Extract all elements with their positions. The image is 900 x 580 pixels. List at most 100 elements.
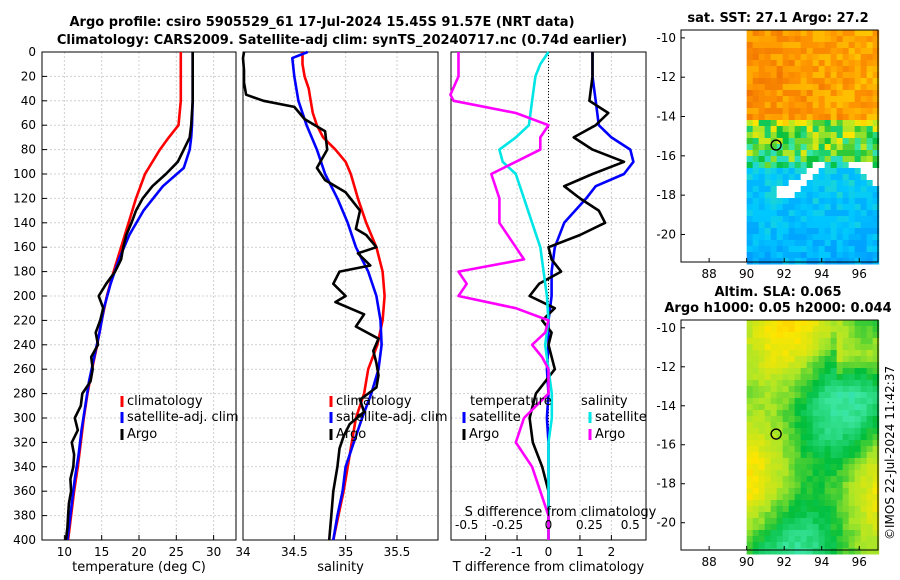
map-cell <box>860 132 868 139</box>
map-cell <box>788 440 796 447</box>
map-cell <box>860 464 868 471</box>
map-cell <box>842 512 850 519</box>
map-cell <box>836 138 844 145</box>
map-cell <box>770 362 778 369</box>
map-x-tick-label: 88 <box>702 555 717 569</box>
map-cell <box>830 150 838 157</box>
x-tick-label: 34 <box>235 545 250 559</box>
map-cell <box>764 500 772 507</box>
map-cell <box>758 356 766 363</box>
map-cell <box>794 108 802 115</box>
map-cell <box>776 344 784 351</box>
map-cell <box>872 542 880 549</box>
map-cell <box>764 180 772 187</box>
map-cell <box>836 512 844 519</box>
map-cell <box>800 458 808 465</box>
map-cell <box>854 48 862 55</box>
map-cell <box>848 102 856 109</box>
map-cell <box>782 240 790 247</box>
map-cell <box>830 332 838 339</box>
map-cell <box>746 60 754 67</box>
map-cell <box>764 234 772 241</box>
map-cell <box>830 42 838 49</box>
map-cell <box>788 108 796 115</box>
map-cell <box>758 162 766 169</box>
map-cell <box>824 258 832 265</box>
map-cell <box>836 350 844 357</box>
map-cell <box>842 132 850 139</box>
map-cell <box>770 180 778 187</box>
map-cell <box>872 356 880 363</box>
map-cell <box>806 524 814 531</box>
x-tick-label: -2 <box>480 545 492 559</box>
map-cell <box>794 440 802 447</box>
map-cell <box>782 228 790 235</box>
map-cell <box>812 482 820 489</box>
map-cell <box>836 440 844 447</box>
map-cell <box>866 440 874 447</box>
map-cell <box>866 180 874 187</box>
map-cell <box>830 350 838 357</box>
map-cell <box>770 398 778 405</box>
map-cell <box>836 168 844 175</box>
map-cell <box>782 416 790 423</box>
map-cell <box>770 368 778 375</box>
map-cell <box>806 488 814 495</box>
map-cell <box>830 30 838 37</box>
map-cell <box>812 434 820 441</box>
map-cell <box>752 78 760 85</box>
map-cell <box>794 452 802 459</box>
map-cell <box>758 362 766 369</box>
map-cell <box>842 150 850 157</box>
map-cell <box>752 338 760 345</box>
map-cell <box>788 428 796 435</box>
map-cell <box>770 186 778 193</box>
legend-label: Argo <box>336 427 366 442</box>
map-cell <box>848 422 856 429</box>
map-cell <box>776 192 784 199</box>
map-cell <box>758 380 766 387</box>
map-cell <box>782 512 790 519</box>
map-cell <box>836 404 844 411</box>
map-cell <box>872 482 880 489</box>
map-cell <box>854 30 862 37</box>
y-tick-label: 80 <box>21 143 36 157</box>
map-cell <box>806 228 814 235</box>
map-cell <box>866 488 874 495</box>
map-cell <box>776 42 784 49</box>
map-cell <box>818 542 826 549</box>
map-cell <box>848 150 856 157</box>
map-cell <box>770 386 778 393</box>
map-cell <box>812 108 820 115</box>
legend-label: climatology <box>336 394 412 409</box>
map-cell <box>830 216 838 223</box>
map-cell <box>770 174 778 181</box>
map-cell <box>794 126 802 133</box>
map-cell <box>836 204 844 211</box>
map-cell <box>752 252 760 259</box>
map-cell <box>866 428 874 435</box>
map-cell <box>812 90 820 97</box>
map-cell <box>842 174 850 181</box>
map-cell <box>860 476 868 483</box>
map-cell <box>830 138 838 145</box>
map-cell <box>782 30 790 37</box>
map-cell <box>788 458 796 465</box>
map-cell <box>872 144 880 151</box>
y-tick-label: 180 <box>13 265 36 279</box>
map-cell <box>866 398 874 405</box>
map-cell <box>746 380 754 387</box>
y-tick-label: 100 <box>13 167 36 181</box>
map-cell <box>800 494 808 501</box>
map-cell <box>776 246 784 253</box>
map-cell <box>842 350 850 357</box>
map-cell <box>848 222 856 229</box>
map-cell <box>818 512 826 519</box>
map-cell <box>758 246 766 253</box>
map-cell <box>866 144 874 151</box>
map-cell <box>758 204 766 211</box>
map-cell <box>872 180 880 187</box>
map-cell <box>860 174 868 181</box>
map-cell <box>848 398 856 405</box>
map-cell <box>806 126 814 133</box>
